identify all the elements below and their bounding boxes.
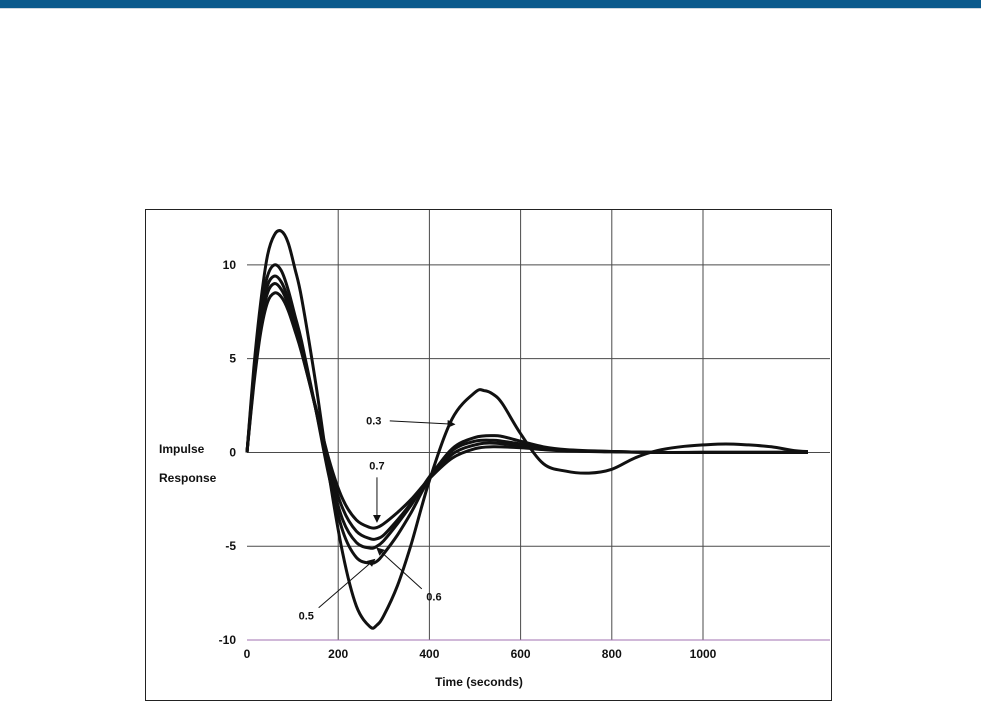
chart-frame: 0 200 400 600 800 1000 10 5 0 -5 -10 0.3 0.7 0.6 0.5 … [145,209,832,701]
annotation-arrow [376,547,423,590]
x-tick-label: 1000 [690,647,717,661]
annotation-arrow [389,419,456,428]
x-tick-label: 800 [602,647,622,661]
grid [247,210,830,641]
y-axis-label-line1: Impulse [159,442,205,456]
y-tick-label: 10 [223,258,237,272]
series-line-5 [245,291,808,530]
series-line-3 [245,274,808,550]
annotations: 0.3 0.7 0.6 0.5 [299,415,456,622]
header-bar [0,0,981,8]
series-line-2 [245,263,808,565]
header-divider [0,8,981,9]
x-tick-label: 600 [511,647,531,661]
x-tick-label: 400 [419,647,439,661]
y-tick-label: 0 [229,445,236,459]
series-line-1 [245,229,808,630]
y-tick-label: -5 [225,539,236,553]
annotation-label: 0.7 [369,460,384,472]
x-tick-label: 200 [328,647,348,661]
y-tick-label: 5 [229,352,236,366]
series-line-4 [245,282,808,541]
annotation-label: 0.5 [299,610,314,622]
y-tick-label: -10 [219,633,237,647]
annotation-arrow [318,558,376,609]
x-axis-label: Time (seconds) [435,675,523,689]
series-group [245,229,808,630]
tick-labels: 0 200 400 600 800 1000 10 5 0 -5 -10 [219,258,717,661]
y-axis-label-line2: Response [159,471,217,485]
x-tick-label: 0 [244,647,251,661]
annotation-label: 0.3 [366,415,381,427]
annotation-label: 0.6 [426,592,441,604]
